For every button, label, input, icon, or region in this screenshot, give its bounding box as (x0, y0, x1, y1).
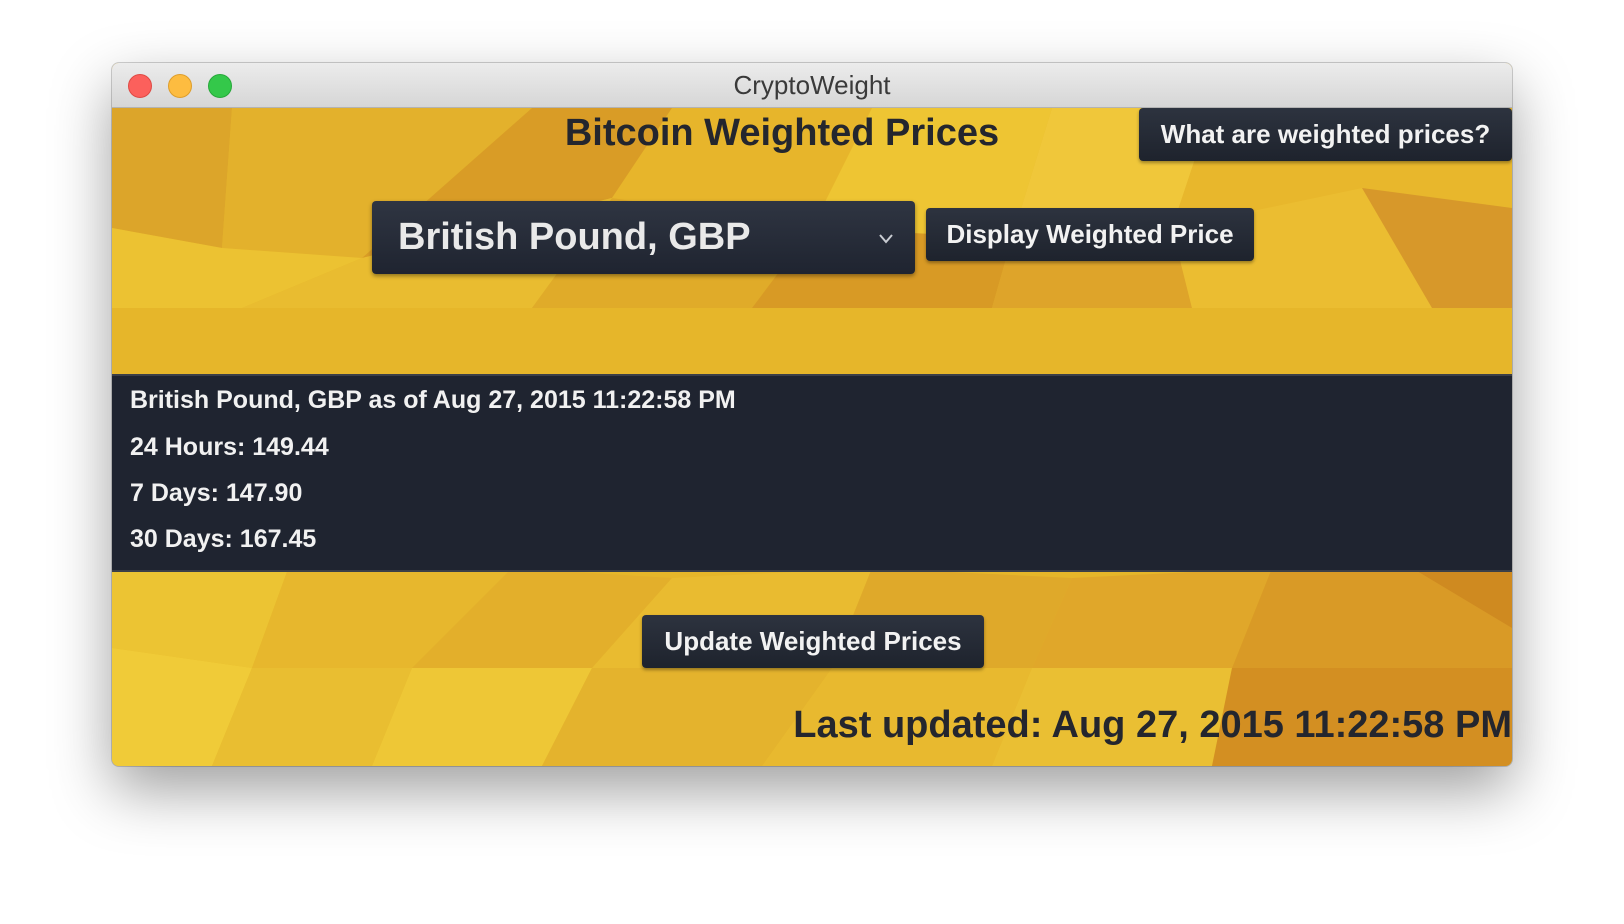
zoom-window-button[interactable] (208, 74, 232, 98)
currency-select-value: British Pound, GBP (398, 216, 751, 258)
price-info-panel: British Pound, GBP as of Aug 27, 2015 11… (112, 374, 1512, 572)
update-weighted-prices-button[interactable]: Update Weighted Prices (642, 615, 984, 668)
minimize-window-button[interactable] (168, 74, 192, 98)
what-are-weighted-prices-button[interactable]: What are weighted prices? (1139, 108, 1512, 161)
price-30-days: 30 Days: 167.45 (130, 525, 317, 553)
chevron-down-icon (879, 234, 893, 244)
price-24-hours: 24 Hours: 149.44 (130, 433, 329, 461)
title-bar[interactable]: CryptoWeight (112, 63, 1512, 108)
last-updated-label: Last updated: Aug 27, 2015 11:22:58 PM (793, 704, 1512, 746)
app-content: Bitcoin Weighted Prices What are weighte… (112, 108, 1512, 766)
price-7-days: 7 Days: 147.90 (130, 479, 303, 507)
close-window-button[interactable] (128, 74, 152, 98)
app-window: CryptoWeight (112, 63, 1512, 766)
page-title: Bitcoin Weighted Prices (564, 112, 1000, 154)
price-heading: British Pound, GBP as of Aug 27, 2015 11… (130, 386, 736, 414)
window-title: CryptoWeight (733, 70, 891, 100)
currency-select[interactable]: British Pound, GBP (372, 201, 915, 274)
display-weighted-price-button[interactable]: Display Weighted Price (926, 208, 1254, 261)
